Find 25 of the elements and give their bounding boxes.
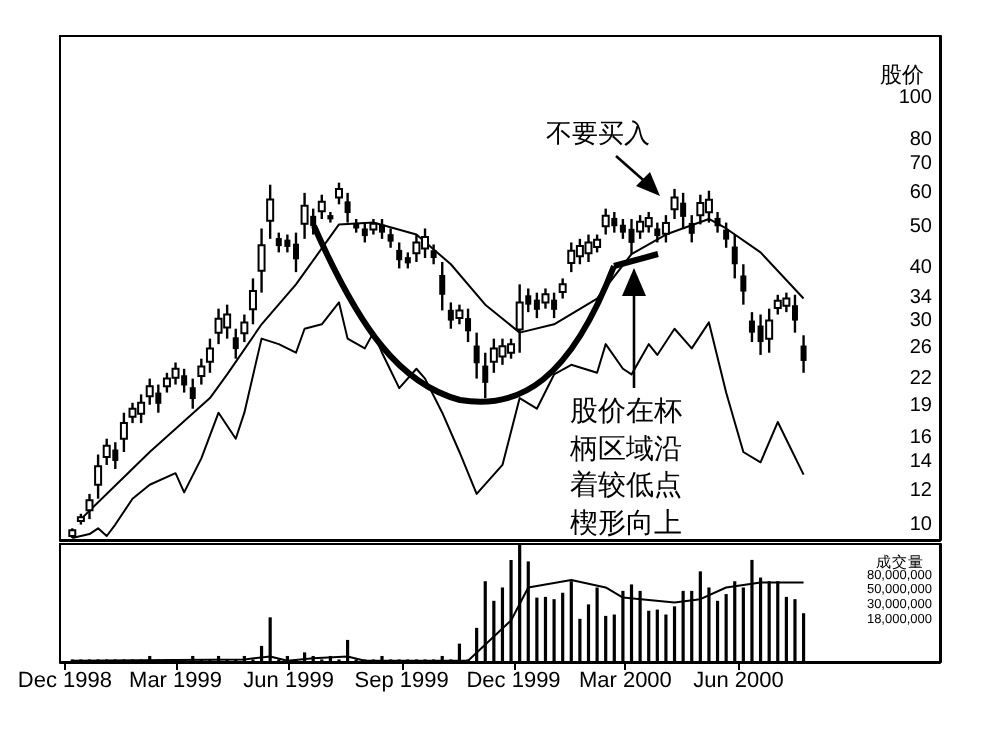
y-tick-label: 19 — [909, 394, 933, 417]
y-tick-label: 16 — [909, 426, 933, 449]
x-tick-label: Mar 1999 — [129, 669, 223, 693]
x-tick-label: Dec 1998 — [17, 669, 113, 693]
x-tick-label: Dec 1999 — [466, 669, 561, 693]
y-tick-label: 80 — [909, 128, 933, 151]
x-tick-label: Jun 1999 — [243, 669, 334, 693]
x-tick-label: Sep 1999 — [354, 669, 449, 693]
y-tick-label: 10 — [909, 513, 933, 536]
y-tick-label: 100 — [898, 87, 933, 110]
x-tick-label: Jun 2000 — [693, 669, 784, 693]
y-tick-label: 12 — [909, 479, 933, 502]
y-tick-label: 26 — [909, 336, 933, 359]
y-tick-label: 40 — [909, 256, 933, 279]
y-tick-label: 50 — [909, 215, 933, 238]
y-tick-label: 14 — [909, 451, 933, 474]
y-tick-label: 60 — [909, 181, 933, 204]
annotation: 不要买入 — [546, 118, 650, 152]
y-axis-title: 股价 — [880, 64, 924, 88]
y-tick-label: 30 — [909, 310, 933, 333]
y-tick-label: 70 — [909, 153, 933, 176]
annotation: 股价在杯柄区域沿着较低点楔形向上 — [570, 394, 684, 542]
y-tick-label: 22 — [909, 367, 933, 390]
x-tick-label: Mar 2000 — [578, 669, 672, 693]
y-tick-label: 34 — [909, 287, 933, 310]
